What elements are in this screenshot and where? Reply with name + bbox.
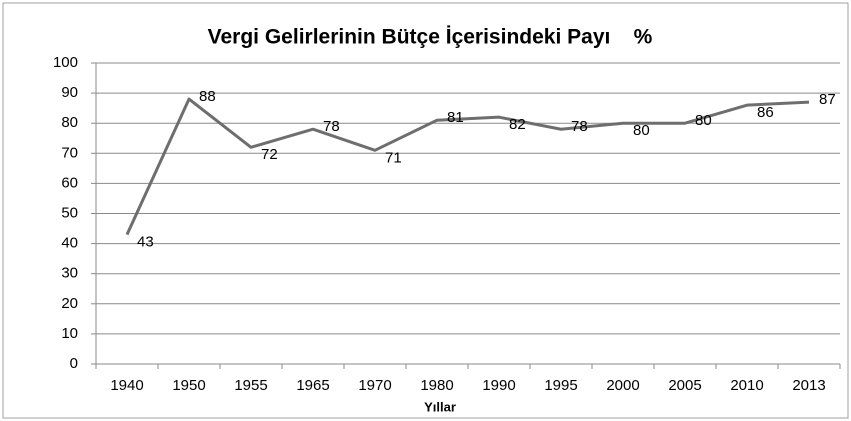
data-label: 43 bbox=[137, 234, 154, 251]
chart-title: Vergi Gelirlerinin Bütçe İçerisindeki Pa… bbox=[208, 26, 653, 49]
y-tick-label: 60 bbox=[61, 174, 78, 191]
y-tick-label: 0 bbox=[70, 355, 78, 372]
y-tick-label: 40 bbox=[61, 235, 78, 252]
x-tick-label: 2005 bbox=[668, 377, 701, 394]
data-label: 81 bbox=[447, 109, 464, 126]
y-tick-label: 100 bbox=[53, 54, 78, 71]
y-tick-label: 80 bbox=[61, 114, 78, 131]
x-axis-label: Yıllar bbox=[424, 399, 456, 414]
x-tick-label: 1955 bbox=[234, 377, 267, 394]
data-label: 80 bbox=[633, 122, 650, 139]
x-tick-label: 1995 bbox=[544, 377, 577, 394]
x-tick-label: 2013 bbox=[792, 377, 825, 394]
x-tick-label: 1980 bbox=[420, 377, 453, 394]
data-label: 72 bbox=[261, 146, 278, 163]
y-tick-label: 10 bbox=[61, 325, 78, 342]
y-tick-label: 20 bbox=[61, 295, 78, 312]
x-tick-label: 1950 bbox=[172, 377, 205, 394]
data-label: 78 bbox=[323, 118, 340, 135]
data-label: 86 bbox=[757, 104, 774, 121]
x-tick-label: 1990 bbox=[482, 377, 515, 394]
data-label: 87 bbox=[819, 91, 836, 108]
line-series bbox=[125, 97, 810, 236]
data-label: 80 bbox=[695, 112, 712, 129]
x-tick-label: 2000 bbox=[606, 377, 639, 394]
y-tick-label: 70 bbox=[61, 144, 78, 161]
data-label: 88 bbox=[199, 88, 216, 105]
x-tick-label: 2010 bbox=[730, 377, 763, 394]
data-label: 82 bbox=[509, 116, 526, 133]
x-tick-label: 1970 bbox=[358, 377, 391, 394]
x-tick-label: 1940 bbox=[110, 377, 143, 394]
x-tick-label: 1965 bbox=[296, 377, 329, 394]
y-tick-label: 90 bbox=[61, 84, 78, 101]
y-tick-label: 50 bbox=[61, 204, 78, 221]
y-tick-label: 30 bbox=[61, 265, 78, 282]
data-label: 71 bbox=[385, 149, 402, 166]
data-label: 78 bbox=[571, 118, 588, 135]
